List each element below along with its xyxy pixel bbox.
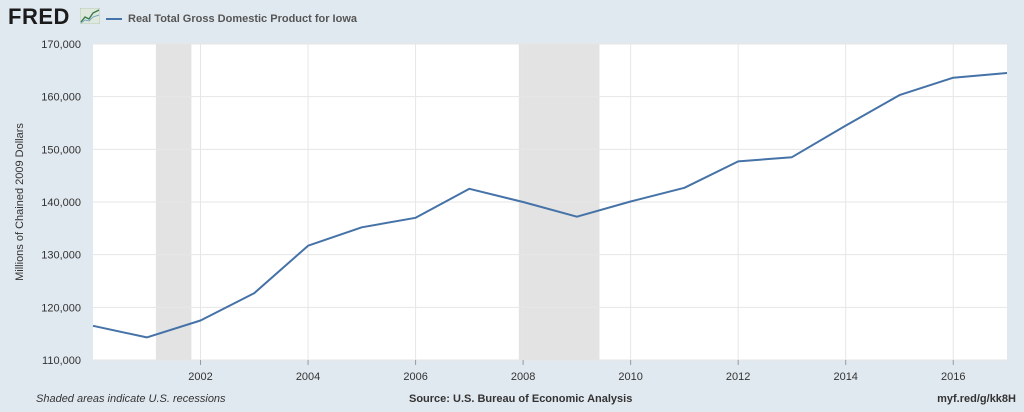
x-tick-label: 2014 (833, 371, 857, 383)
x-tick-label: 2002 (188, 371, 212, 383)
series (90, 70, 1010, 340)
legend: Real Total Gross Domestic Product for Io… (106, 12, 357, 26)
y-tick-label: 130,000 (41, 250, 81, 262)
data-point[interactable] (198, 318, 204, 324)
y-tick-label: 120,000 (41, 302, 81, 314)
data-point[interactable] (466, 186, 472, 192)
data-point[interactable] (681, 185, 687, 191)
chart-footer: Shaded areas indicate U.S. recessions So… (0, 393, 1024, 409)
data-point[interactable] (574, 214, 580, 220)
data-point[interactable] (305, 243, 311, 249)
y-tick-label: 110,000 (42, 355, 81, 367)
data-point[interactable] (413, 215, 419, 221)
y-tick-label: 170,000 (41, 39, 81, 51)
legend-label: Real Total Gross Domestic Product for Io… (128, 13, 358, 25)
data-point[interactable] (843, 123, 849, 129)
fred-logo: FRED (8, 4, 70, 29)
data-point[interactable] (628, 198, 634, 204)
data-point[interactable] (251, 290, 257, 296)
y-tick-label: 140,000 (41, 197, 81, 209)
data-point[interactable] (520, 199, 526, 205)
y-axis-ticks: 110,000 120,000 130,000 140,000 150,000 160,0… (41, 39, 81, 367)
data-point[interactable] (896, 92, 902, 98)
fred-chart-icon (80, 8, 100, 24)
x-tick-label: 2010 (618, 371, 642, 383)
y-axis-title: Millions of Chained 2009 Dollars (14, 123, 26, 281)
data-point[interactable] (1004, 70, 1010, 76)
x-tick-label: 2004 (296, 371, 320, 383)
series-line (92, 72, 1008, 339)
legend-swatch (106, 18, 122, 20)
data-point[interactable] (735, 158, 741, 164)
x-tick-label: 2016 (941, 371, 965, 383)
x-tick-label: 2012 (726, 371, 750, 383)
x-tick-label: 2006 (403, 371, 427, 383)
data-point[interactable] (950, 75, 956, 81)
short-link[interactable]: myf.red/g/kk8H (937, 393, 1016, 405)
data-point[interactable] (789, 154, 795, 160)
x-tick-label: 2008 (511, 371, 535, 383)
chart-header: FRED Real Total Gross Domestic Product f… (0, 0, 1024, 36)
x-axis-ticks: 2002 2004 2006 2008 2010 2012 2014 2016 (188, 360, 965, 383)
y-tick-label: 160,000 (41, 92, 81, 104)
y-tick-label: 150,000 (41, 144, 81, 156)
data-point[interactable] (359, 224, 365, 230)
data-point[interactable] (144, 334, 150, 340)
recession-note: Shaded areas indicate U.S. recessions (36, 393, 226, 405)
data-point[interactable] (90, 323, 96, 329)
source-note: Source: U.S. Bureau of Economic Analysis (409, 393, 633, 405)
line-chart: 110,000 120,000 130,000 140,000 150,000 160,0… (14, 39, 1010, 383)
gridlines (93, 43, 1007, 361)
